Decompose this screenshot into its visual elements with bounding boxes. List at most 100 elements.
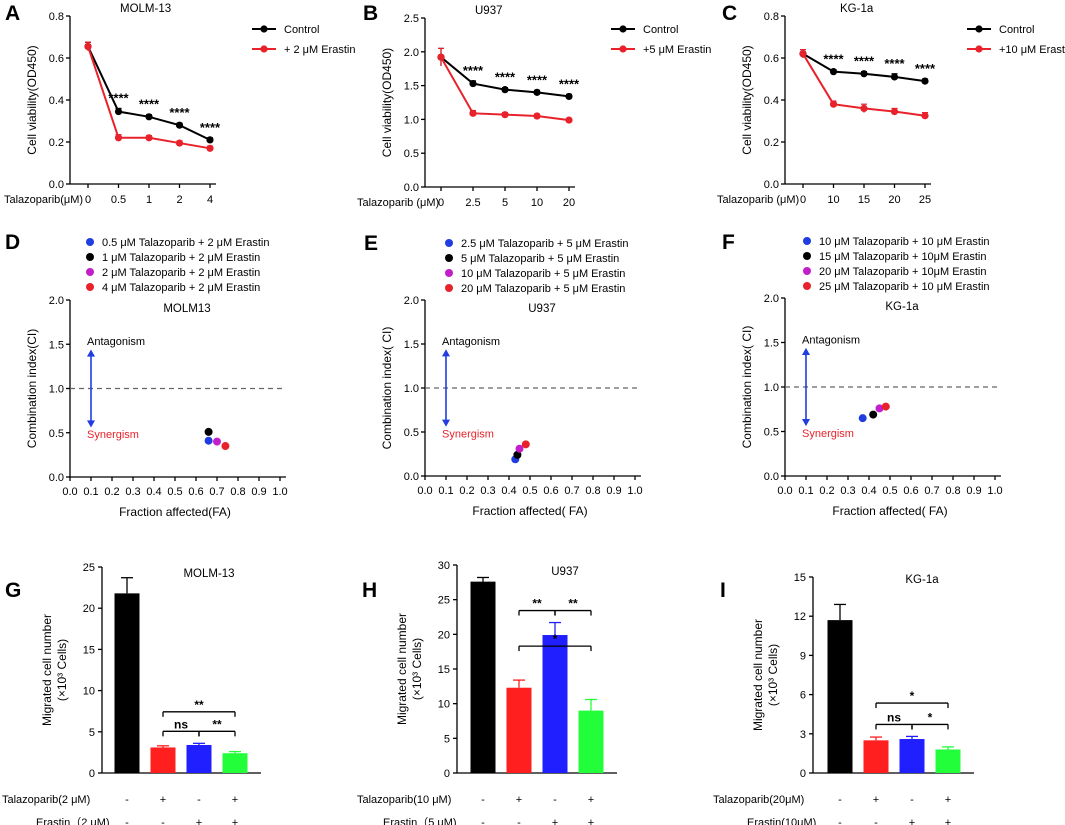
y-tick-label: 30: [438, 560, 450, 572]
row-label-talazoparib: Talazoparib(10 μM): [357, 794, 451, 806]
y-axis-label: Migrated cell number: [751, 619, 765, 731]
y-axis-label: Migrated cell number: [40, 614, 54, 726]
sign-talazoparib: +: [160, 794, 166, 806]
y-tick-label: 20: [438, 629, 450, 641]
panel-label: H: [362, 579, 377, 602]
arrow-head-up: [87, 349, 95, 357]
x-tick-label: 10: [827, 194, 839, 206]
x-tick-label: 0.2: [819, 485, 834, 497]
bar: [114, 593, 140, 773]
ci-point: [858, 414, 867, 423]
data-point: [829, 68, 838, 76]
x-tick-label: 0.8: [945, 485, 960, 497]
y-axis-label: Combination index(CI): [25, 329, 39, 448]
x-axis-label: Talazoparib(μM): [4, 194, 83, 206]
sign-erastin: +: [945, 817, 951, 825]
legend-label: +5 μM Erastin: [643, 44, 711, 56]
panel-label: E: [364, 232, 378, 255]
x-tick-label: 0: [438, 197, 444, 209]
x-tick-label: 0.5: [522, 485, 537, 497]
synergism-label: Synergism: [442, 428, 494, 440]
x-tick-label: 2: [176, 194, 182, 206]
sign-erastin: -: [481, 817, 485, 825]
legend-marker: [803, 267, 811, 275]
bar: [222, 753, 248, 773]
sign-talazoparib: +: [945, 794, 951, 806]
legend-marker: [86, 268, 94, 276]
y-tick-label: 0.2: [764, 137, 779, 149]
y-axis-label-unit: (×10³ Cells): [410, 638, 424, 700]
y-tick-label: 0.4: [49, 95, 64, 107]
arrow-head-down: [802, 419, 810, 427]
sign-talazoparib: -: [910, 794, 914, 806]
sign-talazoparib: +: [873, 794, 879, 806]
data-point: [114, 107, 123, 116]
data-point: [565, 116, 573, 124]
x-tick-label: 0.6: [903, 485, 918, 497]
data-point: [206, 136, 214, 144]
y-tick-label: 25: [83, 562, 95, 574]
y-axis-label: Combination index( CI): [740, 326, 754, 449]
x-tick-label: 0.1: [83, 486, 98, 498]
legend-label: 10 μM Talazoparib + 10 μM Erastin: [819, 236, 990, 248]
y-tick-label: 0: [800, 768, 806, 780]
significance-stars: ****: [108, 90, 129, 105]
y-tick-label: 0.8: [764, 11, 779, 23]
ci-point: [204, 436, 213, 445]
x-tick-label: 0.5: [882, 485, 897, 497]
x-tick-label: 0.9: [251, 486, 266, 498]
y-axis-label: Migrated cell number: [395, 613, 409, 725]
x-tick-label: 0.0: [62, 486, 77, 498]
sign-erastin: -: [161, 817, 165, 825]
legend-marker: [619, 25, 627, 33]
sign-talazoparib: -: [125, 794, 129, 806]
data-point: [175, 139, 184, 147]
significance-stars: ****: [463, 63, 484, 78]
legend-marker: [445, 239, 453, 247]
panel-label: D: [5, 231, 20, 254]
y-axis-label-unit: (×10³ Cells): [766, 644, 780, 706]
panel-label: G: [5, 579, 21, 602]
arrow-head-down: [442, 419, 450, 427]
y-tick-label: 1.0: [404, 114, 419, 126]
legend-label: 2.5 μM Talazoparib + 5 μM Erastin: [461, 238, 628, 250]
legend-label: 20 μM Talazoparib + 5 μM Erastin: [461, 283, 625, 295]
chart-title: MOLM-13: [183, 568, 234, 580]
x-tick-label: 0.0: [777, 485, 792, 497]
significance-label: **: [194, 698, 204, 712]
y-tick-label: 15: [438, 664, 450, 676]
ci-point: [213, 437, 221, 446]
arrow-head-up: [442, 349, 450, 357]
row-label-erastin: Erastin(10μM): [747, 817, 816, 825]
legend-label: 1 μM Talazoparib + 2 μM Erastin: [102, 252, 260, 264]
data-point: [469, 79, 477, 88]
legend-marker: [260, 25, 268, 33]
legend-label: Control: [284, 24, 319, 36]
x-tick-label: 0.9: [606, 485, 621, 497]
significance-label: *: [928, 710, 933, 724]
y-tick-label: 0.4: [764, 95, 779, 107]
y-tick-label: 2.0: [49, 295, 64, 307]
legend-marker: [803, 237, 811, 245]
bar: [899, 739, 925, 773]
data-point: [799, 50, 807, 58]
y-tick-label: 0.0: [49, 179, 64, 191]
legend-label: 5 μM Talazoparib + 5 μM Erastin: [461, 253, 619, 265]
x-tick-label: 0: [800, 194, 806, 206]
data-point: [469, 109, 477, 117]
arrow-head-up: [802, 347, 810, 355]
x-axis-label: Talazoparib (μM): [357, 197, 439, 209]
sign-erastin: +: [232, 817, 238, 825]
chart-title: KG-1a: [840, 3, 874, 15]
x-tick-label: 0.6: [188, 486, 203, 498]
x-tick-label: 20: [888, 194, 900, 206]
ci-point: [513, 450, 522, 459]
legend-label: + 2 μM Erastin: [284, 44, 355, 56]
data-point: [145, 134, 153, 142]
data-point: [829, 100, 838, 108]
chart-title: MOLM-13: [120, 3, 171, 15]
y-tick-label: 0.0: [404, 471, 419, 483]
y-axis-label: Cell viability(OD450): [740, 45, 754, 154]
x-tick-label: 0.0: [417, 485, 432, 497]
